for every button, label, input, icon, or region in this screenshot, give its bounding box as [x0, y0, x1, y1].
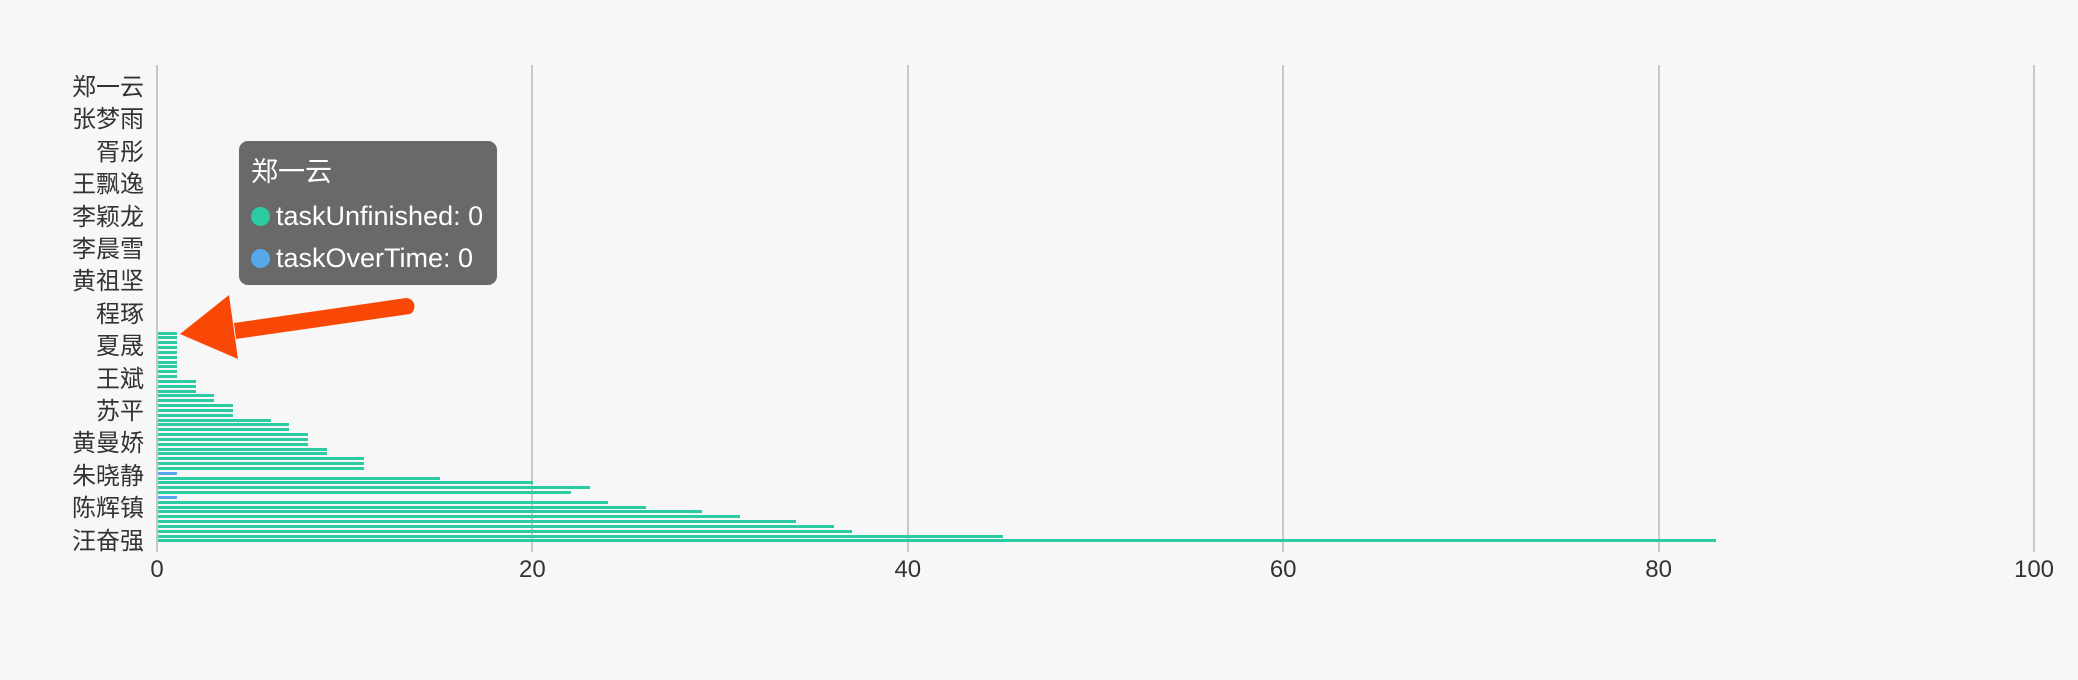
bar-taskUnfinished[interactable]: [158, 500, 609, 504]
series-marker-icon: [251, 206, 270, 226]
bar-taskUnfinished[interactable]: [158, 341, 177, 345]
x-axis-tick: [1282, 545, 1285, 552]
y-axis-label: 王斌: [96, 365, 144, 393]
bar-taskUnfinished[interactable]: [158, 476, 440, 480]
bar-taskUnfinished[interactable]: [158, 346, 177, 349]
y-axis-label: 李颖龙: [72, 203, 144, 231]
bar-taskUnfinished[interactable]: [158, 375, 177, 379]
bar-taskUnfinished[interactable]: [158, 413, 234, 417]
x-axis-tick-label: 20: [519, 556, 546, 583]
x-axis-tick-label: 80: [1645, 556, 1672, 583]
y-axis-label: 黄祖坚: [72, 268, 144, 296]
bar-taskUnfinished[interactable]: [158, 428, 290, 432]
x-axis-tick: [531, 545, 534, 552]
tooltip-item: taskUnfinished: 0: [251, 195, 487, 237]
bar-taskUnfinished[interactable]: [158, 437, 309, 441]
bar-taskUnfinished[interactable]: [158, 457, 365, 461]
y-axis-label: 黄曼娇: [72, 430, 144, 458]
y-axis-label: 陈辉镇: [72, 495, 144, 523]
bar-taskUnfinished[interactable]: [158, 331, 177, 335]
bar-taskOverTime[interactable]: [158, 495, 177, 499]
bar-taskUnfinished[interactable]: [158, 486, 590, 490]
bar-taskUnfinished[interactable]: [158, 418, 271, 422]
bar-taskUnfinished[interactable]: [158, 466, 365, 470]
series-marker-icon: [251, 248, 270, 268]
bar-taskUnfinished[interactable]: [158, 389, 196, 393]
gridline: [906, 65, 909, 546]
bar-taskUnfinished[interactable]: [158, 370, 177, 374]
y-axis-label: 夏晟: [96, 333, 144, 361]
tooltip-items: taskUnfinished: 0 taskOverTime: 0: [251, 195, 487, 279]
bar-taskUnfinished[interactable]: [158, 539, 1716, 543]
bar-taskUnfinished[interactable]: [158, 360, 177, 364]
bar-taskUnfinished[interactable]: [158, 384, 196, 388]
x-axis-tick-label: 40: [894, 556, 922, 583]
bar-taskUnfinished[interactable]: [158, 408, 234, 412]
tooltip-item-text: taskUnfinished: 0: [276, 200, 484, 231]
bar-taskUnfinished[interactable]: [158, 442, 309, 446]
bar-taskUnfinished[interactable]: [158, 520, 797, 524]
x-axis-tick: [2033, 545, 2035, 552]
bar-taskUnfinished[interactable]: [158, 379, 196, 383]
bar-taskOverTime[interactable]: [158, 471, 177, 475]
bar-taskUnfinished[interactable]: [158, 433, 309, 437]
bar-taskUnfinished[interactable]: [158, 350, 177, 354]
gridline: [2033, 65, 2035, 546]
bar-taskUnfinished[interactable]: [158, 447, 327, 451]
bar-taskUnfinished[interactable]: [158, 524, 834, 528]
y-axis-label: 朱晓静: [72, 462, 144, 490]
gridline: [1657, 65, 1660, 546]
bar-taskUnfinished[interactable]: [158, 515, 740, 519]
gridline: [1282, 65, 1285, 546]
y-axis-label: 程琢: [96, 300, 144, 328]
x-axis-tick-label: 60: [1269, 556, 1297, 583]
bar-taskUnfinished[interactable]: [158, 529, 853, 533]
x-axis-tick: [906, 545, 909, 552]
bar-taskUnfinished[interactable]: [158, 365, 177, 369]
y-axis-label: 汪奋强: [72, 527, 144, 555]
x-axis-tick: [156, 545, 158, 552]
y-axis-label: 张梦雨: [72, 106, 144, 134]
tooltip-title: 郑一云: [251, 157, 332, 187]
y-axis-label: 王飘逸: [72, 171, 144, 199]
tooltip-item: taskOverTime: 0: [251, 237, 487, 279]
bar-taskUnfinished[interactable]: [158, 481, 534, 485]
bar-taskUnfinished[interactable]: [158, 462, 365, 466]
bar-taskUnfinished[interactable]: [158, 491, 571, 495]
y-axis-label: 胥彤: [96, 138, 144, 166]
bar-taskUnfinished[interactable]: [158, 534, 1003, 538]
tooltip-item-text: taskOverTime: 0: [276, 242, 474, 273]
x-axis-tick-label: 0: [150, 556, 164, 583]
bar-taskUnfinished[interactable]: [158, 505, 647, 509]
gridline: [531, 65, 534, 546]
bar-taskUnfinished[interactable]: [158, 336, 177, 340]
y-axis-label: 苏平: [96, 398, 144, 425]
x-axis-tick-label: 100: [2013, 556, 2055, 583]
tooltip: 郑一云 taskUnfinished: 0 taskOverTime: 0: [239, 141, 497, 285]
bar-taskUnfinished[interactable]: [158, 510, 703, 514]
bar-taskUnfinished[interactable]: [158, 394, 215, 398]
y-axis-label: 李晨雪: [72, 236, 144, 263]
y-axis-label: 郑一云: [72, 74, 144, 101]
bar-taskUnfinished[interactable]: [158, 404, 234, 408]
bar-taskUnfinished[interactable]: [158, 355, 177, 359]
bar-taskUnfinished[interactable]: [158, 423, 290, 427]
bar-taskUnfinished[interactable]: [158, 399, 215, 403]
bar-taskUnfinished[interactable]: [158, 452, 327, 456]
x-axis-tick: [1657, 545, 1660, 552]
y-axis-line: [156, 65, 158, 546]
